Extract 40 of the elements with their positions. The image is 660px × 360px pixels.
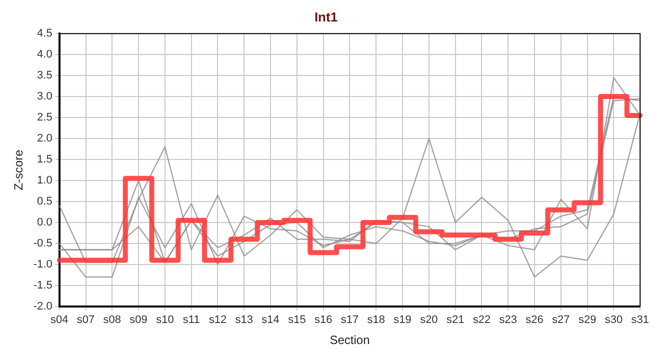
x-tick-label: s08 [103,314,122,326]
y-axis-title: Z-score [12,149,26,190]
x-tick-label: s29 [578,314,596,326]
y-tick-label: 0.0 [37,216,52,228]
x-tick-label: s22 [472,314,491,326]
x-tick-label: s11 [182,314,200,326]
y-tick-label: -1.5 [33,279,52,292]
x-tick-label: s10 [156,314,174,326]
x-tick-label: s13 [235,314,254,326]
y-tick-label: 2.5 [37,112,52,124]
x-tick-label: s30 [604,314,623,326]
x-tick-label: s14 [262,314,280,326]
x-axis-title: Section [330,333,370,348]
x-tick-label: s12 [208,314,227,326]
x-tick-label: s19 [394,314,412,326]
x-tick-label: s26 [526,314,544,326]
x-tick-label: s20 [420,314,438,326]
y-tick-label: 1.0 [37,174,52,187]
x-tick-label: s21 [446,314,464,326]
x-tick-label: s15 [288,314,306,326]
y-tick-label: 1.5 [37,154,52,166]
x-tick-label: s07 [76,314,95,326]
x-tick-label: s27 [552,314,570,326]
x-tick-label: s18 [367,314,386,326]
x-tick-label: s17 [340,314,359,326]
y-tick-label: -1.0 [33,258,52,270]
chart-title: Int1 [314,9,338,24]
x-tick-label: s04 [50,314,68,326]
y-tick-label: 3.5 [37,70,52,82]
x-tick-label: s31 [631,314,650,326]
y-tick-label: 3.0 [37,90,52,103]
y-tick-label: 2.0 [37,132,52,145]
x-tick-label: s09 [130,314,148,326]
y-tick-label: 4.5 [37,28,52,40]
y-tick-label: 0.5 [37,196,52,208]
x-tick-label: s23 [499,314,518,326]
x-tick-label: s16 [314,314,332,326]
y-tick-label: -0.5 [33,237,52,250]
y-tick-label: 4.0 [37,48,52,61]
y-tick-label: -2.0 [33,300,52,312]
